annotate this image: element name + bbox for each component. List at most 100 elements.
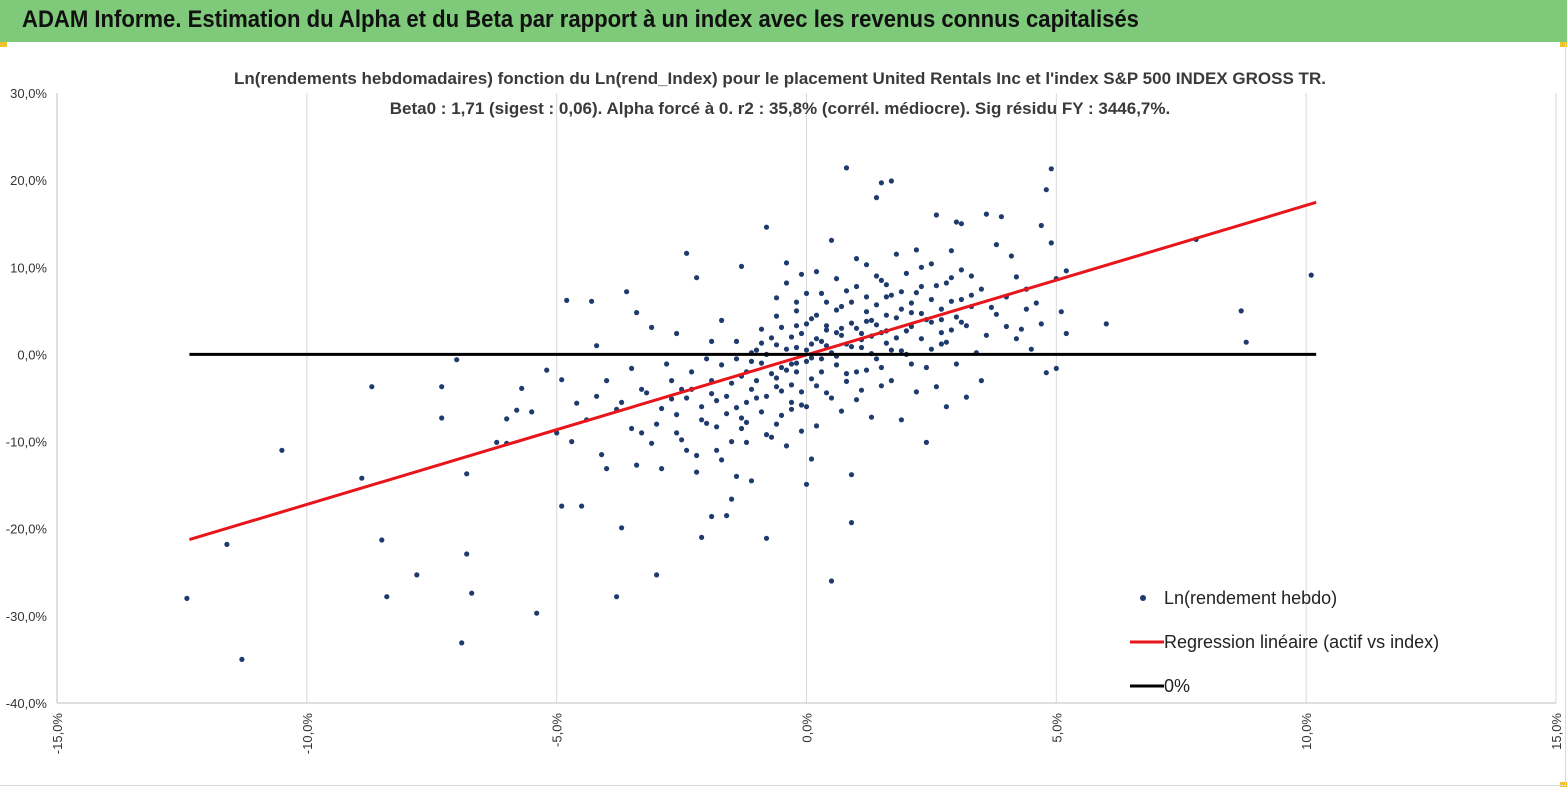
data-point	[519, 385, 525, 391]
data-point	[983, 211, 990, 217]
data-point	[883, 282, 890, 288]
data-point	[414, 572, 420, 578]
data-point	[813, 423, 820, 429]
data-point	[184, 595, 190, 602]
data-point	[808, 456, 815, 462]
data-point	[684, 250, 690, 256]
data-point	[709, 391, 715, 397]
data-point	[953, 361, 960, 367]
data-point	[818, 290, 825, 296]
data-point	[699, 534, 705, 540]
data-point	[858, 330, 865, 337]
data-point	[1033, 300, 1039, 306]
data-point	[654, 421, 660, 427]
data-point	[1103, 321, 1109, 327]
data-point	[878, 277, 885, 283]
data-point	[878, 383, 885, 389]
data-point	[873, 302, 880, 308]
data-point	[634, 462, 640, 468]
data-point	[763, 224, 770, 230]
data-point	[659, 405, 665, 412]
data-point	[863, 367, 870, 373]
data-point	[733, 338, 740, 344]
report-banner: ADAM Informe. Estimation du Alpha et du …	[0, 0, 1567, 42]
data-point	[813, 383, 820, 389]
data-point	[888, 178, 895, 184]
data-point	[704, 356, 710, 362]
data-point	[773, 295, 780, 301]
data-point	[654, 572, 660, 578]
data-point	[913, 247, 920, 253]
data-point	[853, 325, 860, 331]
data-point	[1048, 240, 1054, 246]
data-point	[898, 289, 905, 295]
report-title: ADAM Informe. Estimation du Alpha et du …	[22, 6, 1139, 33]
data-point	[783, 443, 790, 449]
data-point	[838, 325, 845, 331]
data-point	[928, 296, 935, 303]
data-point	[908, 300, 915, 306]
data-point	[569, 439, 575, 445]
data-point	[983, 332, 990, 338]
data-point	[793, 299, 800, 305]
data-point	[853, 397, 860, 403]
data-point	[674, 330, 680, 337]
data-point	[469, 590, 475, 596]
data-point	[689, 369, 695, 375]
data-point	[798, 330, 805, 337]
data-point	[813, 336, 820, 342]
data-point	[988, 304, 995, 310]
data-point	[848, 472, 855, 478]
data-point	[614, 594, 620, 600]
data-point	[599, 452, 605, 458]
data-point	[504, 416, 510, 422]
y-tick-label: 10,0%	[10, 260, 47, 275]
data-point	[464, 551, 470, 557]
data-point	[224, 541, 230, 547]
data-point	[938, 317, 945, 323]
data-point	[828, 578, 835, 584]
data-point	[843, 165, 850, 171]
data-point	[763, 393, 770, 399]
data-point	[619, 525, 625, 531]
data-point	[773, 313, 780, 319]
data-point	[838, 303, 845, 310]
data-point	[778, 388, 785, 394]
data-point	[863, 318, 870, 324]
y-tick-label: -30,0%	[6, 609, 48, 624]
data-point	[1028, 346, 1034, 352]
data-point	[649, 440, 655, 446]
data-point	[1008, 253, 1015, 259]
data-point	[923, 439, 930, 445]
data-point	[1308, 272, 1314, 278]
data-point	[753, 395, 760, 401]
y-tick-label: -20,0%	[6, 522, 48, 537]
data-point	[873, 356, 880, 362]
data-point	[878, 180, 885, 186]
data-point	[743, 439, 750, 445]
data-point	[948, 248, 955, 254]
data-point	[793, 344, 800, 351]
data-point	[659, 466, 665, 472]
data-point	[863, 309, 870, 315]
data-point	[878, 364, 885, 371]
data-point	[719, 362, 725, 368]
data-point	[788, 361, 795, 367]
chart-area[interactable]: 30,0% 20,0% 10,0% 0,0% -10,0% -20,0% -30,0% -40…	[0, 42, 1566, 786]
data-point	[439, 384, 445, 390]
data-point	[793, 323, 800, 329]
data-point	[948, 275, 955, 281]
data-point	[1003, 323, 1010, 330]
data-point	[758, 409, 765, 415]
data-point	[763, 535, 770, 541]
data-point	[938, 330, 945, 336]
data-point	[534, 610, 540, 616]
data-point	[953, 314, 960, 320]
data-point	[963, 394, 970, 400]
x-tick-label: 10,0%	[1299, 713, 1314, 750]
data-point	[933, 384, 940, 390]
data-point	[863, 294, 870, 300]
data-point	[719, 457, 725, 463]
data-point	[1013, 336, 1020, 342]
data-point	[898, 348, 905, 354]
